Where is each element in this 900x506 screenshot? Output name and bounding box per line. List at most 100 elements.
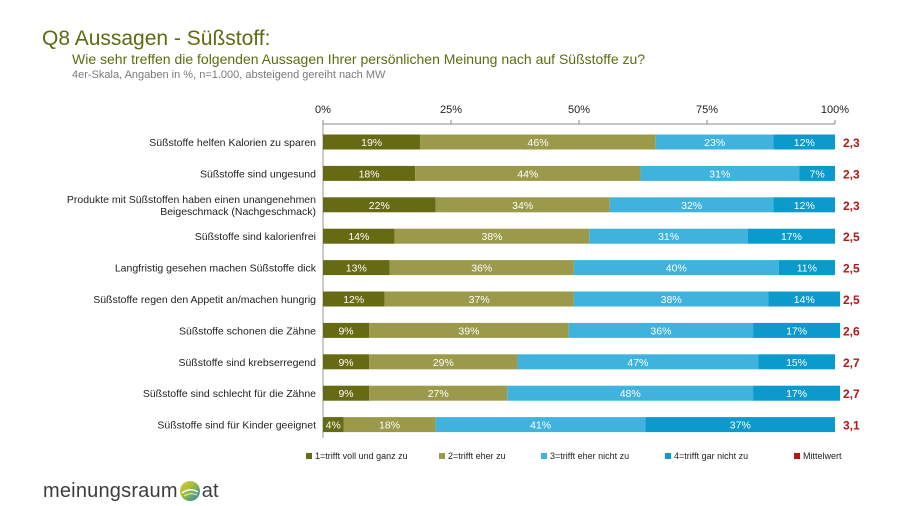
category-label: Produkte mit Süßstoffen haben einen unan… <box>67 194 316 218</box>
category-label: Süßstoffe helfen Kalorien zu sparen <box>149 137 316 149</box>
data-label: 40% <box>666 263 687 275</box>
page-title: Q8 Aussagen - Süßstoff: <box>42 27 271 50</box>
bar-segment <box>369 354 518 370</box>
bar-segment <box>323 417 344 433</box>
data-label: 17% <box>786 388 807 400</box>
legend-label: Mittelwert <box>803 451 842 461</box>
bar-segment <box>323 291 385 307</box>
legend-swatch <box>306 453 312 459</box>
mean-value-label: 2,3 <box>843 199 860 213</box>
data-label: 17% <box>786 325 807 337</box>
data-label: 32% <box>681 200 702 212</box>
mean-value-label: 2,5 <box>843 230 860 244</box>
axis-tick-label: 75% <box>696 104 718 116</box>
legend-label: 4=trifft gar nicht zu <box>674 451 748 461</box>
bar-segment <box>773 197 835 213</box>
bar-segment <box>507 385 754 401</box>
scale-note: 4er-Skala, Angaben in %, n=1.000, abstei… <box>72 69 386 81</box>
bar-segment <box>609 197 774 213</box>
data-label: 27% <box>428 388 449 400</box>
question-subtitle: Wie sehr treffen die folgenden Aussagen … <box>72 51 646 67</box>
bar-segment <box>645 417 835 433</box>
axis-tick-label: 0% <box>315 104 331 116</box>
category-label: Süßstoffe schonen die Zähne <box>179 325 316 337</box>
mean-value-label: 2,6 <box>843 324 860 338</box>
bar-segment <box>343 417 436 433</box>
data-label: 31% <box>709 168 730 180</box>
data-label: 9% <box>338 357 353 369</box>
bar-segment <box>323 165 416 181</box>
axis-tick-label: 100% <box>821 104 849 116</box>
legend-swatch <box>794 453 800 459</box>
legend-label: 1=trifft voll und ganz zu <box>315 451 408 461</box>
bar-segment <box>323 197 436 213</box>
data-label: 12% <box>794 200 815 212</box>
bar-segment <box>420 134 656 150</box>
mean-value-label: 2,3 <box>843 167 860 181</box>
bar-segment <box>778 260 835 276</box>
bar-segment <box>799 165 835 181</box>
mean-value-label: 2,7 <box>843 387 860 401</box>
data-label: 11% <box>797 263 817 275</box>
bar-segment <box>435 417 646 433</box>
bar-segment <box>640 165 800 181</box>
data-label: 23% <box>704 137 725 149</box>
data-label: 41% <box>530 420 551 432</box>
data-label: 13% <box>346 263 367 275</box>
bar-segment <box>369 322 569 338</box>
legend-swatch <box>541 453 547 459</box>
bar-segment <box>773 134 835 150</box>
bar-segment <box>758 354 835 370</box>
data-label: 15% <box>786 357 807 369</box>
data-label: 19% <box>361 137 382 149</box>
data-label: 18% <box>379 420 400 432</box>
data-label: 9% <box>338 388 353 400</box>
data-label: 46% <box>528 137 549 149</box>
data-label: 48% <box>620 388 641 400</box>
data-label: 18% <box>359 168 380 180</box>
data-label: 29% <box>433 357 454 369</box>
data-label: 39% <box>458 325 479 337</box>
data-label: 47% <box>627 357 648 369</box>
bar-segment <box>394 228 590 244</box>
bar-segment <box>655 134 774 150</box>
bar-segment <box>323 354 370 370</box>
category-label: Süßstoffe sind ungesund <box>200 168 316 180</box>
bar-segment <box>323 134 421 150</box>
data-label: 38% <box>661 294 682 306</box>
bar-segment <box>415 165 641 181</box>
category-label: Süßstoffe regen den Appetit an/machen hu… <box>93 294 316 306</box>
bar-segment <box>389 260 574 276</box>
legend-swatch <box>439 453 445 459</box>
data-label: 36% <box>471 263 492 275</box>
bar-segment <box>589 228 748 244</box>
bar-segment <box>747 228 835 244</box>
logo-text-right: at <box>201 479 219 502</box>
data-label: 31% <box>658 231 679 243</box>
bar-segment <box>384 291 574 307</box>
legend-swatch <box>665 453 671 459</box>
axis-tick-label: 50% <box>568 104 590 116</box>
data-label: 36% <box>650 325 671 337</box>
bar-segment <box>753 385 841 401</box>
bar-segment <box>369 385 508 401</box>
mean-value-label: 2,5 <box>843 293 860 307</box>
data-label: 37% <box>730 420 751 432</box>
globe-icon <box>179 481 200 501</box>
data-label: 7% <box>809 168 824 180</box>
bar-segment <box>568 322 754 338</box>
bar-segment <box>323 385 370 401</box>
legend-label: 3=trifft eher nicht zu <box>550 451 629 461</box>
category-label: Süßstoffe sind kalorienfrei <box>195 231 316 243</box>
data-label: 9% <box>338 325 353 337</box>
data-label: 4% <box>326 420 341 432</box>
category-label: Süßstoffe sind für Kinder geeignet <box>157 420 316 432</box>
logo-text-left: meinungsraum <box>43 479 178 502</box>
data-label: 44% <box>517 168 538 180</box>
mean-value-label: 2,3 <box>843 136 860 150</box>
data-label: 12% <box>343 294 364 306</box>
category-label: Langfristig gesehen machen Süßstoffe dic… <box>115 263 317 275</box>
data-label: 22% <box>369 200 390 212</box>
bar-segment <box>323 228 395 244</box>
